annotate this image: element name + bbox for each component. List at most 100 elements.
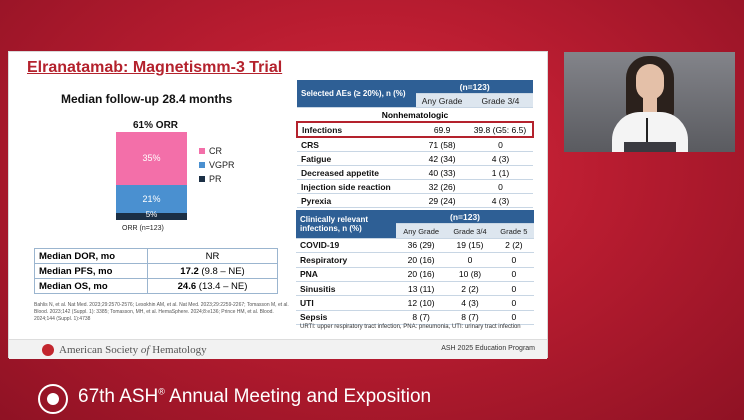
slide-title: Elranatamab: Magnetismm-3 Trial <box>27 59 283 76</box>
podium <box>624 142 676 152</box>
row-name: Sinusitis <box>296 281 396 297</box>
presentation-slide: Elranatamab: Magnetismm-3 Trial Median f… <box>8 51 548 359</box>
table-row: Median DOR, mo NR <box>34 248 278 264</box>
row-any: 36 (29) <box>396 238 447 254</box>
row-g5: 2 (2) <box>493 238 534 254</box>
table-row: PNA 20 (16) 10 (8) 0 <box>296 267 534 282</box>
row-name: UTI <box>296 295 396 311</box>
row-any: 12 (10) <box>396 295 447 311</box>
row-label: Median PFS, mo <box>34 263 148 279</box>
outcomes-table: Median DOR, mo NR Median PFS, mo 17.2 (9… <box>34 248 278 294</box>
row-g34: 0 <box>467 179 533 194</box>
table-row: CRS 71 (58) 0 <box>297 137 533 152</box>
ash-logo-icon <box>42 344 54 356</box>
infections-table: Clinically relevant infections, n (%) (n… <box>296 210 534 326</box>
microphone-icon <box>646 118 648 144</box>
row-g34: 4 (3) <box>467 151 533 166</box>
table-row: Decreased appetite 40 (33) 1 (1) <box>297 165 533 180</box>
header-label: Selected AEs (≥ 20%), n (%) <box>297 80 417 108</box>
legend-label: VGPR <box>209 160 235 170</box>
row-g5: 0 <box>493 295 534 311</box>
header-label: Clinically relevant infections, n (%) <box>296 210 396 239</box>
col-grade-34: Grade 3/4 <box>467 93 533 108</box>
row-name: COVID-19 <box>296 238 396 254</box>
row-value: 24.6 (13.4 – NE) <box>147 278 278 294</box>
ash-organization-name: American Society of Hematology <box>59 344 207 356</box>
row-label: Median OS, mo <box>34 278 148 294</box>
table-row: Injection side reaction 32 (26) 0 <box>297 179 533 194</box>
table-row: Median PFS, mo 17.2 (9.8 – NE) <box>34 263 278 279</box>
speaker-face <box>636 64 664 100</box>
row-g34: 10 (8) <box>446 267 494 282</box>
references-text: Bahlis N, et al. Nat Med. 2023;29:2570-2… <box>34 302 289 322</box>
abbreviations-text: URTI: upper respiratory tract infection,… <box>300 324 521 330</box>
row-g34: 1 (1) <box>467 165 533 180</box>
row-any: 71 (58) <box>416 137 468 152</box>
row-g34: 2 (2) <box>446 281 494 297</box>
legend-cr: CR <box>199 146 222 156</box>
speaker-neck <box>643 98 657 114</box>
legend-swatch <box>199 176 205 182</box>
legend-label: CR <box>209 146 222 156</box>
row-g5: 0 <box>493 252 534 268</box>
legend-label: PR <box>209 174 222 184</box>
legend-pr: PR <box>199 174 222 184</box>
section-label: Nonhematologic <box>297 107 533 123</box>
row-name: Fatigue <box>297 151 417 166</box>
chart-xlabel: ORR (n=123) <box>122 225 164 232</box>
row-name: Respiratory <box>296 252 396 268</box>
row-value: 17.2 (9.8 – NE) <box>147 263 278 279</box>
row-any: 32 (26) <box>416 179 468 194</box>
col-grade-5: Grade 5 <box>493 223 534 239</box>
row-name: Decreased appetite <box>297 165 417 180</box>
legend-vgpr: VGPR <box>199 160 235 170</box>
row-any: 20 (16) <box>396 267 447 282</box>
followup-label: Median follow-up 28.4 months <box>61 92 233 106</box>
section-row: Nonhematologic <box>297 107 533 123</box>
row-any: 42 (34) <box>416 151 468 166</box>
row-name: Sepsis <box>296 310 396 326</box>
table-header: Clinically relevant infections, n (%) (n… <box>296 210 534 239</box>
table-header: Any Grade Grade 3/4 <box>297 93 533 108</box>
row-value: NR <box>147 248 278 264</box>
ash-meeting-logo-icon <box>38 384 68 414</box>
row-g34: 4 (3) <box>446 295 494 311</box>
legend-swatch <box>199 162 205 168</box>
row-name: Injection side reaction <box>297 179 417 194</box>
bar-cr-label: 35% <box>142 153 161 163</box>
table-row: Median OS, mo 24.6 (13.4 – NE) <box>34 278 278 294</box>
header-n: (n=123) <box>416 80 533 94</box>
row-g34: 19 (15) <box>446 238 494 254</box>
table-row: Sinusitis 13 (11) 2 (2) 0 <box>296 281 534 297</box>
row-g34: 0 <box>467 137 533 152</box>
row-any: 29 (24) <box>416 193 468 208</box>
table-row: Respiratory 20 (16) 0 0 <box>296 252 534 268</box>
table-row-highlighted: Infections 69.9 39.8 (G5: 6.5) <box>295 121 535 138</box>
table-row: Pyrexia 29 (24) 4 (3) <box>297 193 533 208</box>
program-label: ASH 2025 Education Program <box>441 345 535 352</box>
row-any: 8 (7) <box>396 310 447 326</box>
speaker-video <box>564 52 735 152</box>
table-row: Sepsis 8 (7) 8 (7) 0 <box>296 310 534 326</box>
table-header: Selected AEs (≥ 20%), n (%) (n=123) <box>297 80 533 108</box>
legend-swatch <box>199 148 205 154</box>
row-any: 69.9 <box>416 121 468 138</box>
row-name: CRS <box>297 137 417 152</box>
row-label: Median DOR, mo <box>34 248 148 264</box>
row-g5: 0 <box>493 281 534 297</box>
row-g34: 4 (3) <box>467 193 533 208</box>
row-g34: 0 <box>446 252 494 268</box>
chart-title: 61% ORR <box>133 120 179 131</box>
col-any-grade: Any Grade <box>416 93 468 108</box>
header-n: (n=123) <box>396 210 534 225</box>
row-any: 20 (16) <box>396 252 447 268</box>
slide-footer: American Society of Hematology ASH 2025 … <box>9 339 547 359</box>
bar-pr: 5% <box>116 210 187 220</box>
row-any: 40 (33) <box>416 165 468 180</box>
table-row: Fatigue 42 (34) 4 (3) <box>297 151 533 166</box>
row-g34: 8 (7) <box>446 310 494 326</box>
row-g5: 0 <box>493 267 534 282</box>
bar-vgpr-label: 21% <box>142 194 161 204</box>
row-name: Pyrexia <box>297 193 417 208</box>
bar-vgpr: 21% <box>116 185 187 213</box>
